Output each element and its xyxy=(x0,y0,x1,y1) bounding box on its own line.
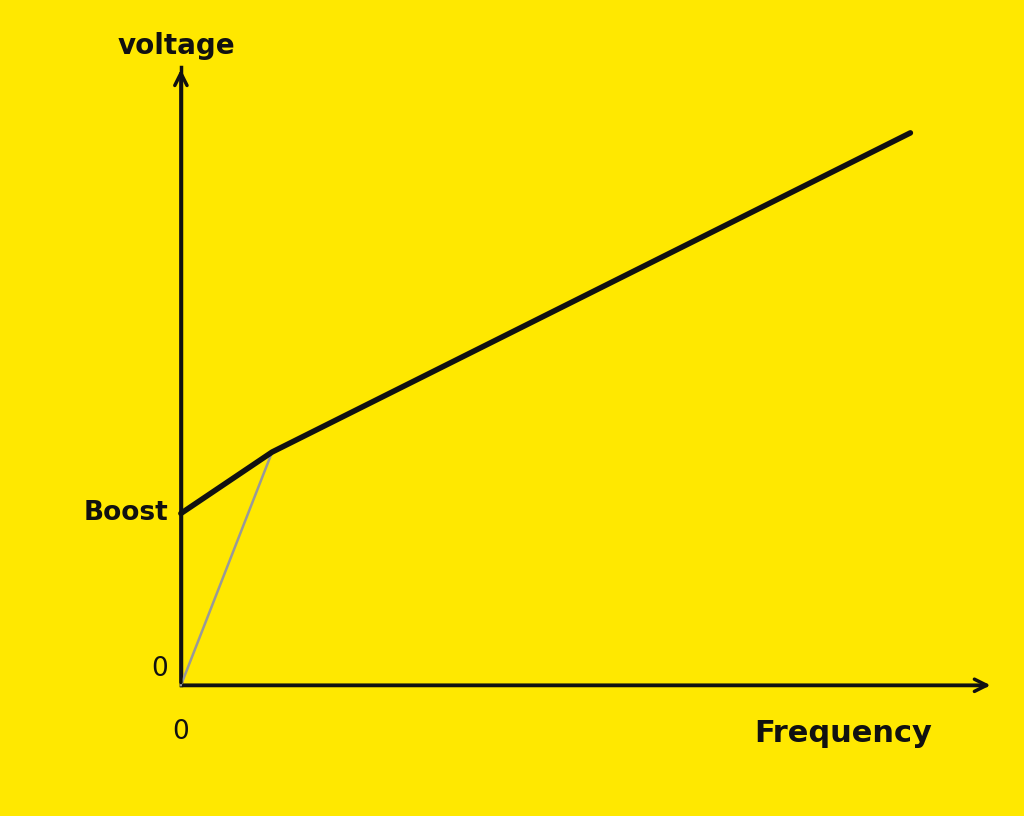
Text: Frequency: Frequency xyxy=(755,719,932,748)
Text: 0: 0 xyxy=(152,656,169,682)
Text: Boost: Boost xyxy=(84,500,169,526)
Text: 0: 0 xyxy=(172,719,189,745)
Text: voltage: voltage xyxy=(118,32,236,60)
